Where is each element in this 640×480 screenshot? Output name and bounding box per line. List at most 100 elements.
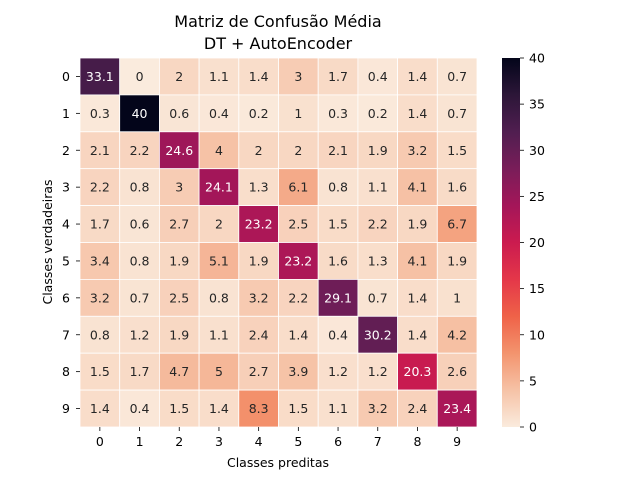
- heatmap-cell: [436, 278, 478, 317]
- cell-value-label: 1.9: [249, 253, 269, 268]
- cell-value-label: 2.7: [169, 217, 189, 232]
- cell-value-label: 2: [175, 69, 183, 84]
- cell-value-label: 2.7: [249, 364, 269, 379]
- heatmap-cell: [436, 94, 478, 133]
- heatmap-cell: [317, 168, 359, 206]
- heatmap-cell: [79, 278, 121, 317]
- heatmap-cell: [317, 278, 359, 317]
- cell-value-label: 0.4: [368, 69, 388, 84]
- heatmap-cell: [278, 242, 319, 280]
- heatmap-cell: [317, 205, 359, 243]
- heatmap-cell: [436, 352, 478, 391]
- cell-value-label: 1.5: [169, 401, 189, 416]
- cell-value-label: 2: [255, 143, 263, 158]
- heatmap-cell: [238, 389, 279, 428]
- cell-value-label: 0.6: [169, 106, 189, 121]
- cell-value-label: 3.9: [288, 364, 308, 379]
- heatmap-cell: [238, 205, 279, 243]
- cell-value-label: 1.1: [368, 180, 388, 195]
- x-tick-label: 2: [175, 434, 183, 449]
- heatmap-cell: [357, 94, 398, 133]
- cell-value-label: 29.1: [324, 290, 352, 305]
- cell-value-label: 1.1: [328, 401, 348, 416]
- y-tick-label: 1: [62, 106, 70, 121]
- y-tick-label: 6: [62, 290, 70, 305]
- cell-value-label: 1.7: [130, 364, 150, 379]
- cell-value-label: 0.8: [130, 180, 150, 195]
- cell-value-label: 1.5: [328, 217, 348, 232]
- heatmap-cell: [238, 315, 279, 354]
- x-tick-label: 1: [136, 434, 144, 449]
- heatmap-cell: [317, 315, 359, 354]
- x-tick-label: 4: [255, 434, 263, 449]
- cell-value-label: 24.6: [165, 143, 193, 158]
- cell-value-label: 1.2: [368, 364, 388, 379]
- y-tick-label: 2: [62, 143, 70, 158]
- colorbar-tick-label: 40: [529, 51, 545, 66]
- cell-value-label: 0.7: [447, 106, 467, 121]
- cell-value-label: 2: [294, 143, 302, 158]
- cell-value-label: 1.4: [90, 401, 110, 416]
- cell-value-label: 1.9: [408, 217, 428, 232]
- cell-value-label: 2.4: [249, 327, 269, 342]
- cell-value-label: 23.4: [443, 401, 471, 416]
- x-tick-label: 9: [453, 434, 461, 449]
- cell-value-label: 0.7: [130, 290, 150, 305]
- heatmap-cell: [278, 389, 319, 428]
- cell-value-label: 23.2: [284, 253, 312, 268]
- heatmap-cell: [397, 94, 438, 133]
- heatmap-cell: [317, 389, 359, 428]
- y-axis-ticks: 0 1 2 3 4 5 6 7 8 9: [62, 69, 80, 416]
- cell-value-label: 1.5: [447, 143, 467, 158]
- cell-value-label: 2.4: [408, 401, 428, 416]
- chart-title-line-1: Matriz de Confusão Média: [174, 12, 381, 31]
- y-tick-label: 8: [62, 364, 70, 379]
- heatmap-cell: [317, 131, 359, 170]
- cell-value-label: 0.4: [209, 106, 229, 121]
- heatmap-cell: [357, 352, 398, 391]
- cell-value-label: 30.2: [364, 327, 392, 342]
- y-tick-label: 4: [62, 217, 70, 232]
- cell-value-label: 2.1: [90, 143, 110, 158]
- cell-value-label: 1.5: [288, 401, 308, 416]
- heatmap-cell: [198, 278, 240, 317]
- cell-value-label: 1.1: [209, 327, 229, 342]
- cell-value-label: 1.6: [447, 180, 467, 195]
- colorbar-tick-label: 5: [529, 373, 537, 388]
- heatmap-cell: [198, 315, 240, 354]
- heatmap-cells: 33.1 0 2 1.1 1.4 3 1.7 0.4 1.4 0.7 0.3 40 0.6 0.4 0.2 1…: [79, 57, 478, 428]
- cell-value-label: 0.8: [130, 253, 150, 268]
- cell-value-label: 4.1: [408, 253, 428, 268]
- y-tick-label: 7: [62, 327, 70, 342]
- cell-value-label: 6.1: [288, 180, 308, 195]
- heatmap-cell: [397, 278, 438, 317]
- heatmap-cell: [158, 131, 200, 170]
- heatmap-cell: [79, 242, 121, 280]
- y-axis-label: Classes verdadeiras: [40, 179, 55, 304]
- cell-value-label: 1.4: [408, 290, 428, 305]
- x-axis-ticks: 0 1 2 3 4 5 6 7 8 9: [96, 427, 461, 449]
- cell-value-label: 2.2: [130, 143, 150, 158]
- heatmap-cell: [278, 168, 319, 206]
- heatmap-cell: [357, 205, 398, 243]
- heatmap-cell: [357, 315, 398, 354]
- cell-value-label: 0.7: [447, 69, 467, 84]
- heatmap-cell: [79, 389, 121, 428]
- heatmap-cell: [119, 315, 160, 354]
- cell-value-label: 1.2: [130, 327, 150, 342]
- heatmap-cell: [119, 352, 160, 391]
- cell-value-label: 4.1: [408, 180, 428, 195]
- cell-value-label: 3.2: [408, 143, 428, 158]
- heatmap-cell: [436, 389, 478, 428]
- cell-value-label: 0.2: [249, 106, 269, 121]
- x-tick-label: 6: [334, 434, 342, 449]
- cell-value-label: 4.7: [169, 364, 189, 379]
- cell-value-label: 6.7: [447, 217, 467, 232]
- heatmap-cell: [278, 278, 319, 317]
- y-tick-label: 5: [62, 253, 70, 268]
- heatmap-cell: [397, 352, 438, 391]
- colorbar-tick-label: 0: [529, 420, 537, 435]
- colorbar-ticks: 0 5 10 15 20 25 30 35 40: [520, 51, 545, 435]
- x-tick-label: 7: [374, 434, 382, 449]
- heatmap-cell: [436, 131, 478, 170]
